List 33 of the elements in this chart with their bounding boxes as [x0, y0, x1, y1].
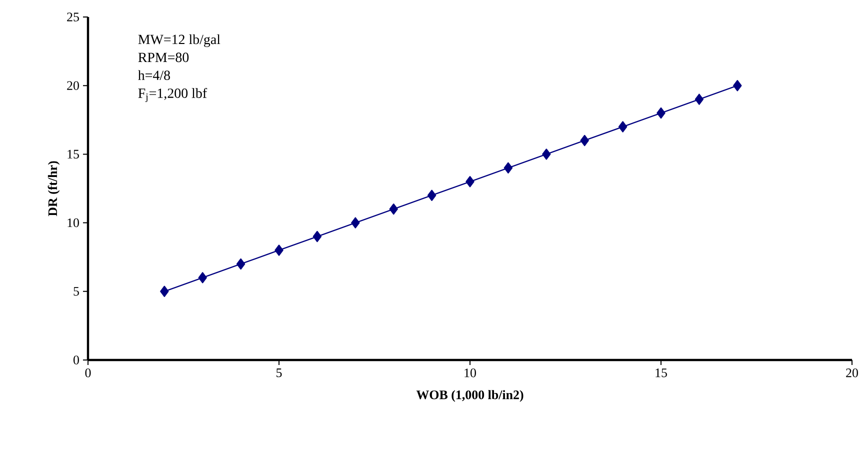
point — [656, 107, 666, 119]
x-tick-label: 0 — [85, 368, 91, 378]
annotation: F$_{j}$=1,200 lbf — [138, 88, 208, 102]
x-tick-label: 10 — [464, 368, 476, 378]
point — [160, 286, 169, 297]
annotation: MW=12 lb/gal — [138, 34, 220, 48]
point — [466, 176, 474, 188]
annotation: RPM=80 — [138, 52, 189, 62]
y-tick-label: 20 — [67, 81, 79, 90]
x-tick-label: 20 — [846, 368, 858, 378]
point — [733, 80, 742, 92]
y-axis-title: DR (ft/hr) — [48, 161, 60, 216]
y-tick-label: 5 — [74, 287, 79, 296]
x-tick-label: 15 — [656, 368, 667, 378]
y-tick-label: 10 — [68, 218, 79, 228]
point — [389, 203, 398, 215]
point — [312, 230, 322, 242]
point — [542, 148, 551, 160]
y-tick-label: 25 — [67, 12, 79, 22]
point — [198, 272, 207, 284]
point — [351, 217, 360, 228]
x-axis-title: WOB (1,000 lb/in2) — [416, 390, 524, 402]
y-tick-label: 0 — [74, 356, 79, 364]
point — [504, 162, 513, 174]
annotation: h=4/8 — [138, 70, 170, 80]
point — [580, 134, 589, 146]
x-tick-label: 5 — [276, 368, 282, 378]
point — [236, 258, 246, 270]
point — [618, 121, 628, 132]
point — [694, 94, 704, 105]
point — [427, 190, 436, 201]
point — [274, 244, 284, 256]
y-tick-label: 15 — [68, 150, 79, 159]
